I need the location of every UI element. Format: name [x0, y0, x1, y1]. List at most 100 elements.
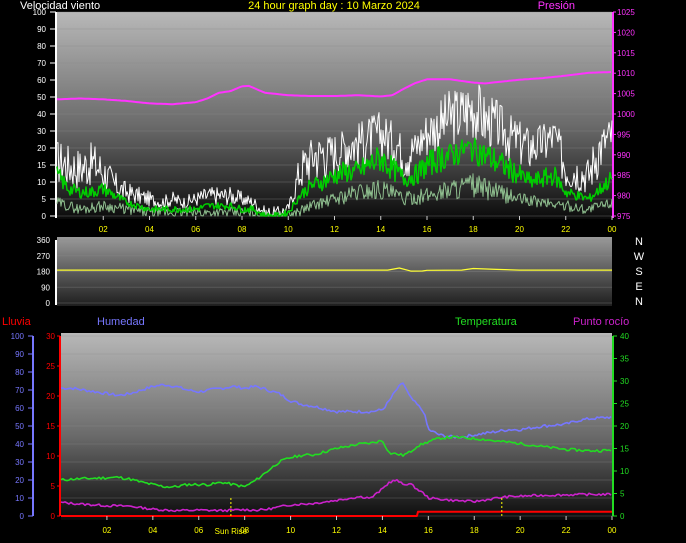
- wind-tick-label: 30: [37, 127, 46, 136]
- wind-x-tick-label: 14: [376, 225, 385, 234]
- direction-line: [57, 267, 612, 272]
- rain-tick-label: 20: [46, 392, 55, 401]
- wind-x-tick-label: 20: [515, 225, 524, 234]
- rain-tick-label: 30: [46, 332, 55, 341]
- wind-x-tick-label: 08: [238, 225, 247, 234]
- wind-series: [56, 71, 613, 217]
- humidity-axes: 1009080706050403020100302520151050403530…: [11, 332, 630, 521]
- wind-x-tick-label: 04: [145, 225, 154, 234]
- wind-gust-line: [56, 84, 613, 217]
- wind-speed-label: Velocidad viento: [20, 0, 100, 12]
- rain-tick-label: 5: [51, 482, 56, 491]
- humidity-tick-label: 0: [20, 512, 25, 521]
- compass-label: N: [635, 296, 643, 308]
- temperature-line: [60, 435, 612, 489]
- temperature-tick-label: 20: [620, 422, 629, 431]
- wind-tick-label: 5: [42, 195, 47, 204]
- humidity-tick-label: 40: [15, 440, 24, 449]
- direction-tick-label: 270: [37, 252, 51, 261]
- pressure-line: [56, 71, 612, 106]
- sunrise-label: Sun Rise: [215, 527, 248, 536]
- page-title: 24 hour graph day : 10 Marzo 2024: [248, 0, 420, 12]
- direction-tick-label: 0: [46, 299, 51, 308]
- direction-series: [57, 267, 612, 272]
- direction-plot-area: [57, 237, 612, 306]
- rain-tick-label: 0: [51, 512, 56, 521]
- humidity-x-tick-label: 20: [516, 526, 525, 535]
- pressure-tick-label: 1010: [617, 69, 635, 78]
- humidity-x-axis: 02 04 06 08 10 12 14 16 18 20 22 00 Sun Rise: [102, 516, 617, 536]
- humidity-tick-label: 90: [15, 350, 24, 359]
- dewpoint-line: [60, 478, 612, 513]
- pressure-tick-label: 1005: [617, 90, 635, 99]
- wind-x-tick-label: 12: [330, 225, 339, 234]
- wind-x-tick-label: 10: [284, 225, 293, 234]
- rain-line: [61, 510, 612, 517]
- wind-tick-label: 60: [37, 76, 46, 85]
- wind-tick-label: 100: [33, 8, 47, 17]
- humidity-x-tick-label: 00: [608, 526, 617, 535]
- wind-x-tick-label: 16: [423, 225, 432, 234]
- humidity-x-tick-label: 02: [102, 526, 111, 535]
- temperature-tick-label: 10: [620, 467, 629, 476]
- wind-x-tick-label: 18: [469, 225, 478, 234]
- dewpoint-label: Punto rocío: [573, 316, 629, 328]
- wind-plot-area: [57, 12, 612, 219]
- humidity-plot-area: [61, 333, 612, 520]
- humidity-series: [60, 382, 612, 517]
- wind-tick-label: 50: [37, 93, 46, 102]
- pressure-tick-label: 990: [617, 151, 631, 160]
- humidity-x-tick-label: 16: [424, 526, 433, 535]
- humidity-x-tick-label: 18: [470, 526, 479, 535]
- direction-tick-label: 360: [37, 236, 51, 245]
- direction-tick-label: 90: [41, 283, 50, 292]
- pressure-tick-label: 1020: [617, 28, 635, 37]
- compass-label: W: [634, 251, 645, 263]
- temperature-tick-label: 35: [620, 355, 629, 364]
- wind-tick-label: 15: [37, 161, 46, 170]
- wind-tick-label: 20: [37, 144, 46, 153]
- pressure-tick-label: 1015: [617, 49, 635, 58]
- wind-x-axis: 02 04 06 08 10 12 14 16 18 20 22 00: [99, 216, 617, 234]
- pressure-tick-label: 995: [617, 130, 631, 139]
- temperature-tick-label: 25: [620, 400, 629, 409]
- temperature-tick-label: 0: [620, 512, 625, 521]
- temperature-tick-label: 5: [620, 490, 625, 499]
- pressure-label: Presión: [538, 0, 575, 12]
- wind-x-tick-label: 06: [191, 225, 200, 234]
- temperature-tick-label: 30: [620, 377, 629, 386]
- humidity-temperature-panel: 1009080706050403020100302520151050403530…: [2, 316, 629, 536]
- humidity-tick-label: 60: [15, 404, 24, 413]
- pressure-tick-label: 985: [617, 171, 631, 180]
- humidity-x-tick-label: 04: [148, 526, 157, 535]
- wind-average-line: [56, 137, 613, 217]
- humidity-x-tick-label: 06: [194, 526, 203, 535]
- pressure-tick-label: 1025: [617, 8, 635, 17]
- wind-tick-label: 80: [37, 42, 46, 51]
- wind-tick-label: 90: [37, 25, 46, 34]
- wind-x-tick-label: 02: [99, 225, 108, 234]
- humidity-x-tick-label: 12: [332, 526, 341, 535]
- rain-tick-label: 15: [46, 422, 55, 431]
- humidity-tick-label: 80: [15, 368, 24, 377]
- pressure-axis: 1025 1020 1015 1010 1005 1000 995 990 985 980 975: [612, 8, 635, 221]
- wind-x-tick-label: 22: [561, 225, 570, 234]
- temperature-label: Temperatura: [455, 316, 518, 328]
- wind-x-tick-label: 00: [608, 225, 617, 234]
- direction-tick-label: 180: [37, 268, 51, 277]
- wind-tick-label: 70: [37, 59, 46, 68]
- compass-label: S: [635, 266, 642, 278]
- humidity-label: Humedad: [97, 316, 145, 328]
- wind-tick-label: 0: [42, 212, 47, 221]
- pressure-tick-label: 980: [617, 192, 631, 201]
- direction-axis: 360 270 180 90 0: [37, 236, 57, 308]
- humidity-tick-label: 70: [15, 386, 24, 395]
- humidity-x-tick-label: 22: [562, 526, 571, 535]
- wind-pressure-panel: 100 90 80 70 60 5 04 0 30 20 15 10 50 1025 1020 1015 10…: [20, 0, 635, 234]
- rain-tick-label: 10: [46, 452, 55, 461]
- rain-label: Lluvia: [2, 316, 32, 328]
